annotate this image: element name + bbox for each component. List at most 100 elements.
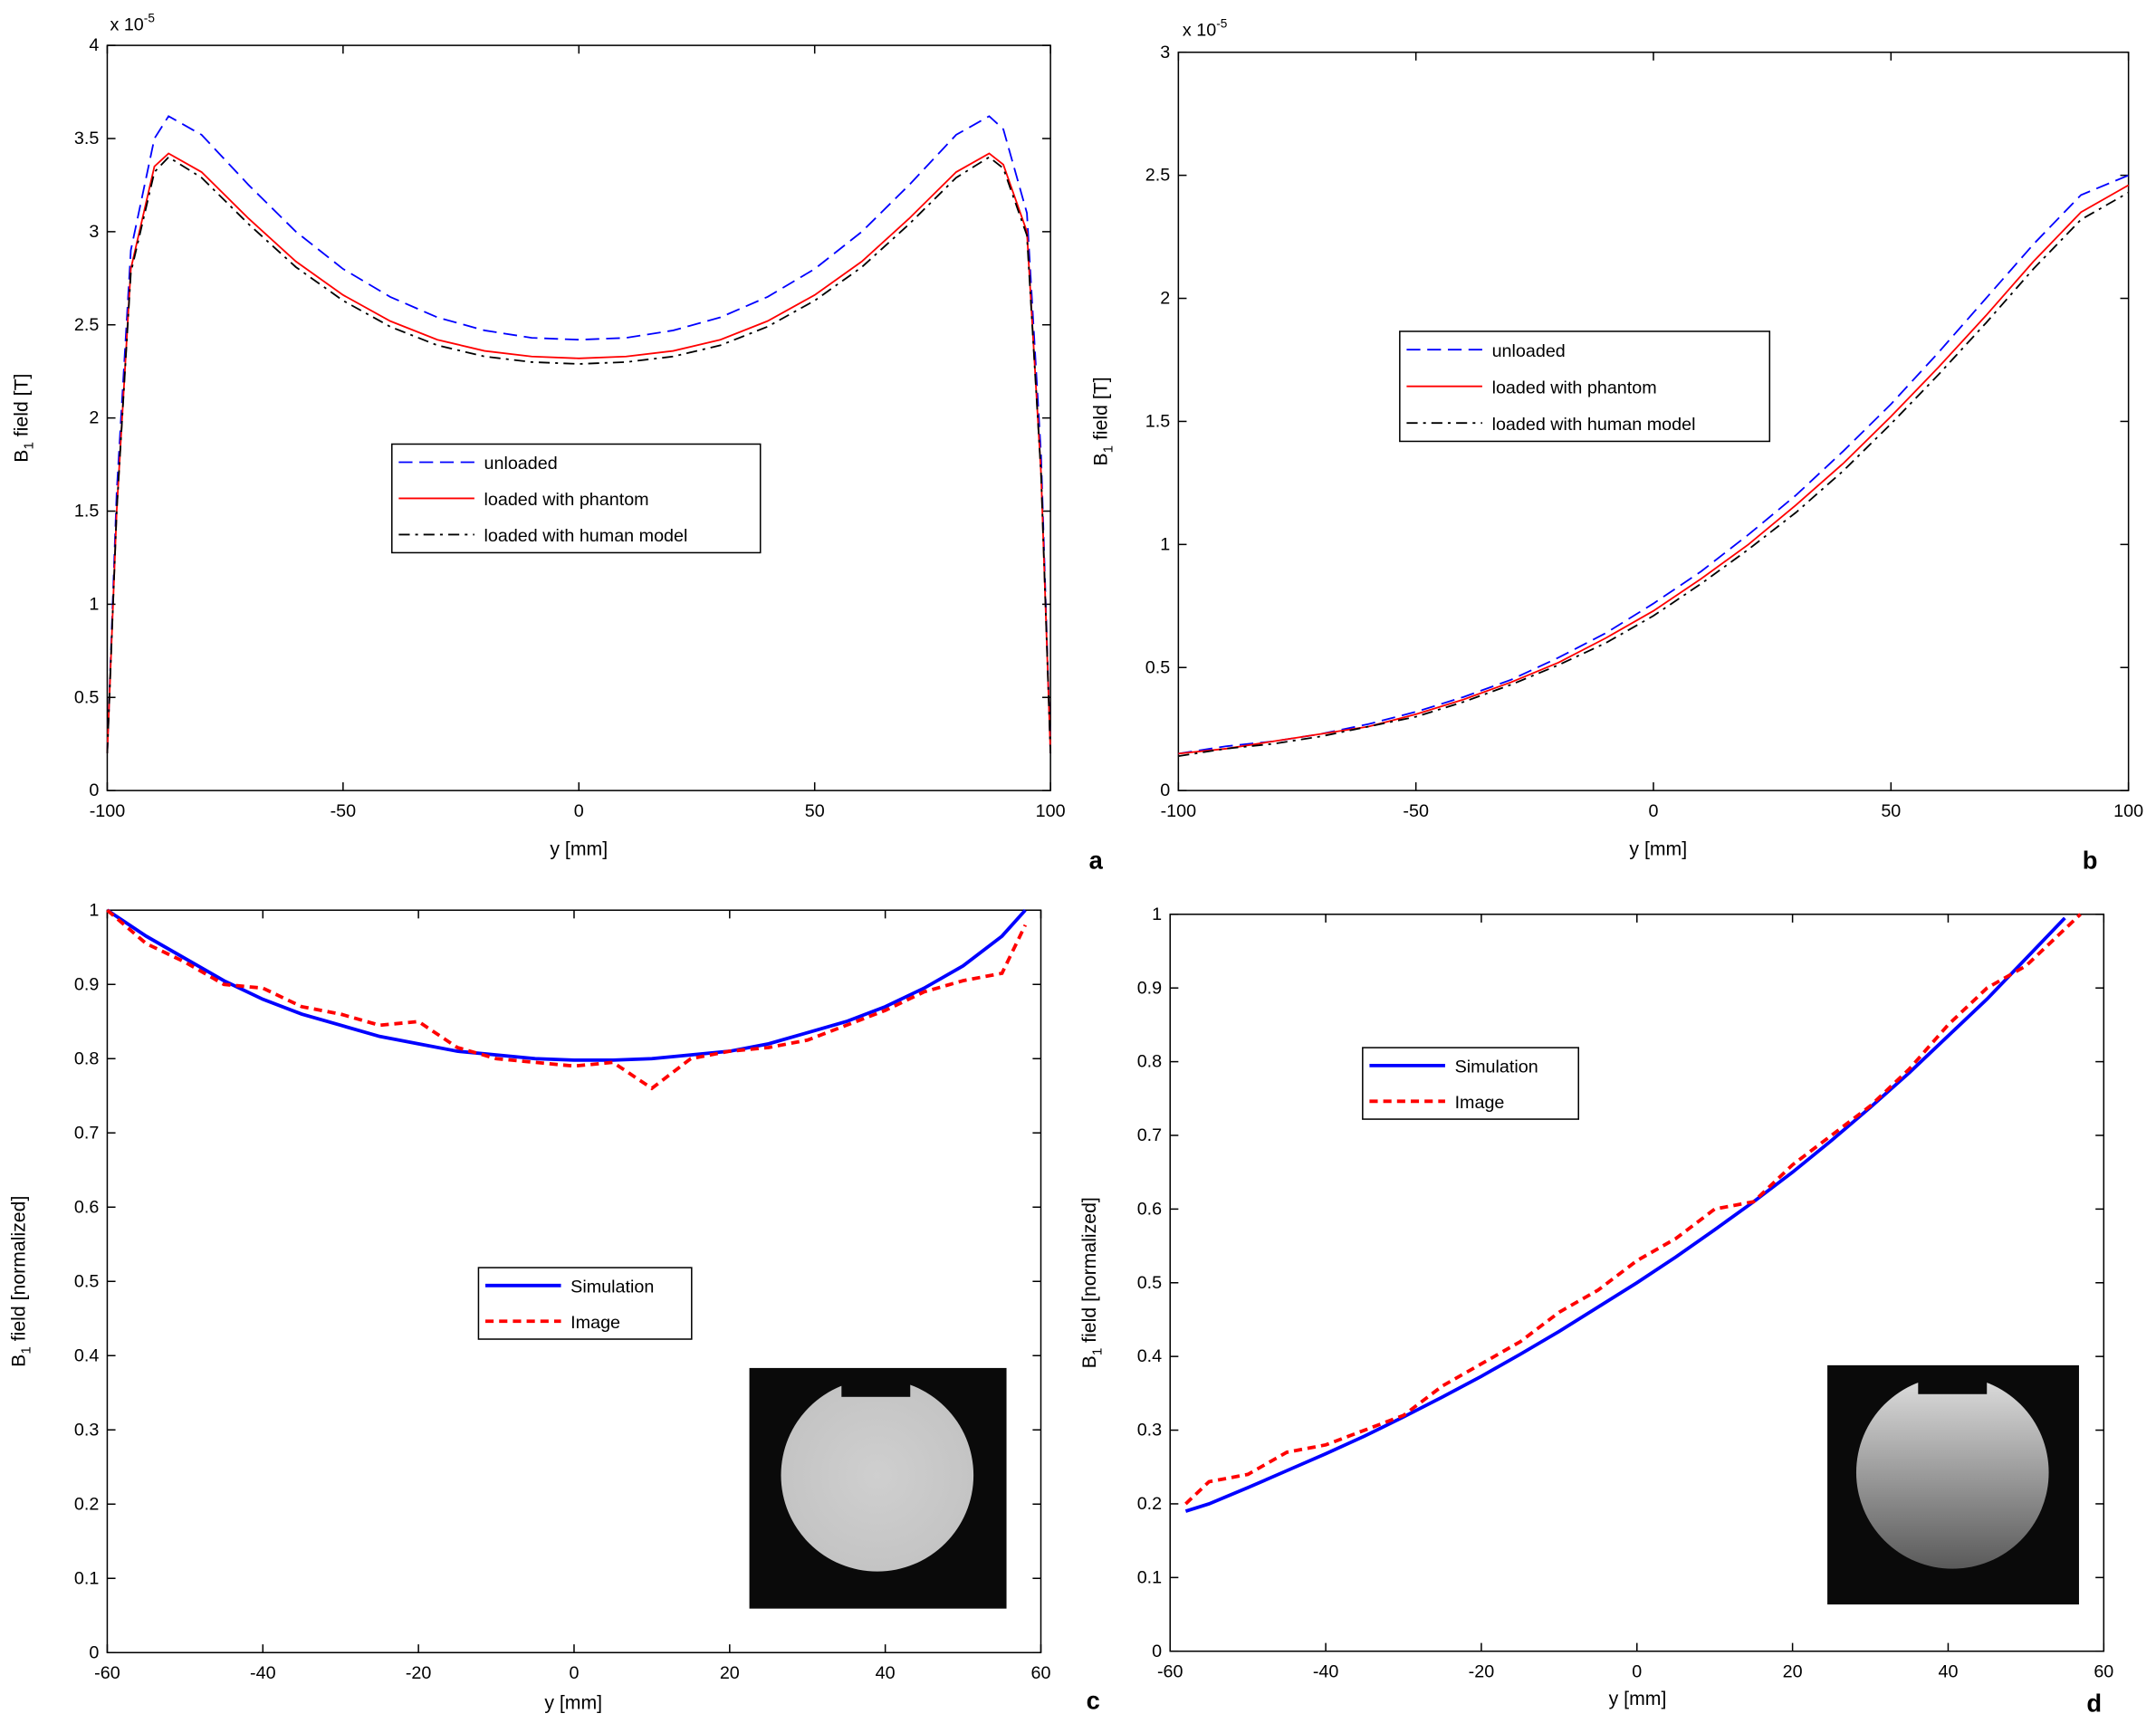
x-tick-label: -40 (250, 1663, 276, 1683)
legend-label: Image (570, 1313, 620, 1333)
y-tick-label: 0 (89, 780, 99, 800)
legend-label: unloaded (1492, 341, 1566, 361)
legend-label: Image (1455, 1093, 1505, 1113)
y-tick-label: 1 (89, 594, 99, 614)
y-tick-label: 0.1 (74, 1568, 99, 1588)
panel-letter: b (2083, 847, 2098, 875)
x-tick-label: 50 (1881, 801, 1901, 821)
axes-box (106, 44, 1051, 791)
x-tick-label: -50 (331, 801, 357, 821)
y-tick-label: 0.7 (74, 1123, 99, 1143)
y-tick-label: 0.9 (74, 974, 99, 994)
x-axis-label: y [mm] (544, 1692, 602, 1714)
panel-letter: d (2086, 1689, 2102, 1718)
y-tick-label: 4 (89, 35, 99, 55)
x-tick-label: 60 (2094, 1662, 2113, 1682)
legend-label: loaded with phantom (484, 490, 649, 510)
x-tick-label: -60 (1157, 1662, 1183, 1682)
x-tick-label: 20 (720, 1663, 740, 1683)
x-tick-label: -40 (1313, 1662, 1339, 1682)
legend-label: loaded with human model (484, 526, 688, 546)
x-tick-label: -50 (1403, 801, 1429, 821)
x-tick-label: 0 (1632, 1662, 1642, 1682)
x-tick-label: 40 (1938, 1662, 1958, 1682)
y-tick-label: 1.5 (74, 502, 99, 522)
y-axis-label-part: B (7, 1354, 29, 1367)
y-axis-label: B1 field [normalized] (1078, 1197, 1105, 1368)
y-tick-label: 0 (1152, 1642, 1162, 1661)
y-multiplier-exponent: -5 (144, 11, 156, 24)
y-axis-label-part: field [T] (10, 374, 32, 443)
y-tick-label: 0.5 (1145, 657, 1170, 677)
legend-label: Simulation (1455, 1057, 1538, 1077)
y-tick-label: 2.5 (74, 315, 99, 335)
panel-letter: a (1089, 847, 1104, 875)
y-multiplier-base: x 10 (110, 14, 143, 34)
y-axis-label-part: B (1078, 1355, 1100, 1368)
legend-box (1362, 1047, 1579, 1120)
series-line (1184, 913, 2082, 1506)
y-tick-label: 0.8 (74, 1048, 99, 1068)
y-tick-label: 3 (89, 222, 99, 242)
y-tick-label: 0.5 (74, 687, 99, 707)
y-axis-label: B1 field [normalized] (7, 1196, 34, 1367)
y-tick-label: 0.3 (74, 1420, 99, 1440)
x-tick-label: 40 (876, 1663, 896, 1683)
y-tick-label: 0.6 (1137, 1199, 1162, 1219)
y-axis-label-part: field [normalized] (1078, 1197, 1100, 1348)
y-tick-label: 0.3 (1137, 1421, 1162, 1441)
panel-letter: c (1087, 1687, 1100, 1715)
y-tick-label: 3 (1160, 43, 1170, 62)
series-line (106, 115, 1052, 754)
x-axis-label: y [mm] (1629, 838, 1687, 860)
y-axis-label: B1 field [T] (10, 374, 36, 463)
series-line (1184, 916, 2066, 1513)
x-tick-label: -60 (94, 1663, 120, 1683)
series-line (1178, 174, 2129, 755)
y-tick-label: 1 (1152, 905, 1162, 924)
y-tick-label: 2 (89, 408, 99, 428)
series-line (106, 908, 1028, 1091)
x-tick-label: 0 (1648, 801, 1658, 821)
y-tick-label: 0 (89, 1642, 99, 1662)
x-tick-label: 100 (1036, 801, 1066, 821)
y-tick-label: 0.2 (1137, 1494, 1162, 1514)
y-tick-label: 0.5 (1137, 1273, 1162, 1293)
x-tick-label: 0 (574, 801, 584, 821)
legend-box (477, 1267, 693, 1340)
series-line (106, 152, 1052, 754)
y-axis-label-part: 1 (1089, 1348, 1105, 1355)
y-axis-label: B1 field [T] (1089, 377, 1116, 465)
x-tick-label: 50 (805, 801, 825, 821)
y-tick-label: 0.8 (1137, 1052, 1162, 1072)
x-axis-label: y [mm] (1609, 1688, 1667, 1709)
series-line (106, 908, 1027, 1062)
y-multiplier: x 10-5 (1183, 16, 1228, 40)
y-axis-label-part: 1 (18, 1346, 34, 1354)
x-tick-label: 20 (1783, 1662, 1803, 1682)
y-tick-label: 0.5 (74, 1271, 99, 1291)
y-tick-label: 0.9 (1137, 978, 1162, 998)
x-tick-label: 100 (2113, 801, 2143, 821)
legend-label: loaded with phantom (1492, 378, 1657, 397)
y-tick-label: 1 (89, 900, 99, 920)
x-tick-label: 60 (1031, 1663, 1051, 1683)
y-multiplier-base: x 10 (1183, 20, 1216, 40)
x-tick-label: -100 (90, 801, 126, 821)
y-tick-label: 0.6 (74, 1197, 99, 1217)
y-tick-label: 0.4 (1137, 1346, 1162, 1366)
y-tick-label: 3.5 (74, 129, 99, 148)
series-line (1178, 184, 2130, 755)
y-tick-label: 2.5 (1145, 166, 1170, 186)
y-tick-label: 0.1 (1137, 1567, 1162, 1587)
y-axis-label-part: 1 (21, 442, 36, 449)
series-line (1178, 191, 2130, 757)
y-tick-label: 1 (1160, 534, 1170, 554)
y-tick-label: 1.5 (1145, 412, 1170, 432)
y-axis-label-part: field [normalized] (7, 1196, 29, 1347)
y-tick-label: 0 (1160, 780, 1170, 800)
y-axis-label-part: B (10, 450, 32, 463)
y-tick-label: 0.4 (74, 1345, 99, 1365)
